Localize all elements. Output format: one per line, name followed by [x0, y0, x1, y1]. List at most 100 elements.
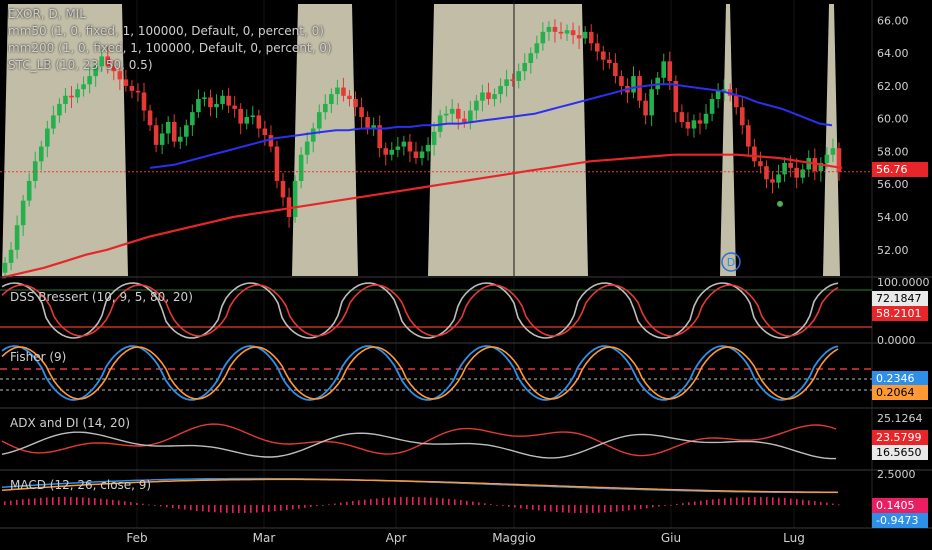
macd-hist-bar-37: [226, 505, 228, 513]
macd-hist-bar-98: [592, 505, 594, 513]
candle-body-80: [486, 92, 491, 100]
last-price-tag: 56.76: [872, 162, 928, 177]
macd-hist-bar-48: [292, 505, 294, 510]
macd-hist-bar-62: [376, 498, 378, 505]
candle-body-45: [274, 146, 280, 181]
candle-body-22: [135, 90, 141, 93]
candle-body-86: [522, 62, 528, 72]
macd-hist-bar-109: [658, 505, 660, 507]
candle-body-78: [474, 100, 479, 111]
adx-plus-tag: 23.5799: [872, 430, 928, 445]
candle-body-60: [365, 117, 370, 129]
fisher-panel-title[interactable]: Fisher (9): [10, 350, 67, 364]
candle-body-126: [764, 166, 769, 180]
macd-hist-bar-79: [478, 502, 480, 505]
dss-d-tag: 58.2101: [872, 306, 928, 321]
price-tick-4: 58.00: [877, 145, 909, 158]
macd-hist-bar-117: [706, 500, 708, 505]
candle-body-125: [758, 161, 763, 167]
candle-body-116: [703, 113, 709, 124]
candle-body-25: [153, 125, 159, 145]
candle-body-40: [244, 117, 250, 124]
macd-hist-bar-22: [136, 502, 138, 505]
candle-body-102: [619, 76, 624, 86]
macd-hist-bar-112: [676, 504, 678, 505]
candle-body-55: [335, 87, 340, 95]
macd-hist-bar-61: [370, 499, 372, 505]
symbol-line[interactable]: EXOR, D, MIL: [8, 7, 86, 21]
macd-hist-bar-72: [436, 497, 438, 505]
candle-body-101: [613, 62, 618, 77]
legend-mm50[interactable]: mm50 (1, 0, fixed, 1, 100000, Default, 0…: [8, 24, 324, 38]
adx-panel-title[interactable]: ADX and DI (14, 20): [10, 416, 130, 430]
candle-body-82: [498, 85, 503, 95]
candle-body-24: [147, 110, 153, 126]
macd-value-tag: -0.9473: [872, 513, 928, 528]
ma200-line: [1, 153, 843, 279]
candle-body-81: [492, 94, 497, 100]
candle-body-16: [99, 56, 105, 67]
macd-hist-bar-84: [508, 505, 510, 507]
macd-hist-bar-47: [286, 505, 288, 511]
macd-hist-bar-115: [694, 501, 696, 505]
candle-body-39: [238, 108, 244, 124]
dividend-marker-label: D: [727, 256, 735, 269]
macd-hist-bar-107: [646, 505, 648, 509]
macd-hist-bar-64: [388, 497, 390, 505]
dss-panel-title[interactable]: DSS Bressert (10, 9, 5, 80, 20): [10, 290, 193, 304]
candle-body-110: [667, 61, 673, 82]
macd-hist-bar-116: [700, 500, 702, 505]
fisher-trigger-tag: 0.2064: [872, 385, 928, 400]
price-tick-1: 64.00: [877, 47, 909, 60]
candle-body-46: [280, 180, 286, 198]
ma50-line: [149, 83, 833, 169]
macd-hist-bar-35: [214, 505, 216, 513]
macd-hist-bar-20: [124, 501, 126, 505]
candle-body-89: [540, 31, 546, 44]
candle-body-1: [8, 249, 14, 263]
candle-body-119: [721, 89, 727, 91]
macd-hist-bar-2: [16, 499, 18, 505]
candle-body-136: [824, 154, 830, 163]
macd-hist-bar-8: [52, 497, 54, 505]
candle-body-44: [268, 135, 274, 147]
price-tick-3: 60.00: [877, 113, 909, 126]
candle-body-104: [631, 76, 636, 93]
macd-hist-bar-13: [82, 497, 84, 505]
candle-body-43: [262, 128, 268, 136]
candle-body-91: [552, 26, 558, 32]
macd-hist-bar-11: [70, 497, 72, 505]
legend-stc[interactable]: STC_LB (10, 23, 50, 0.5): [8, 58, 153, 72]
candle-body-111: [673, 81, 679, 113]
macd-hist-bar-86: [520, 505, 522, 509]
candle-body-96: [582, 31, 588, 39]
macd-hist-bar-18: [112, 499, 114, 505]
macd-hist-bar-76: [460, 500, 462, 505]
candle-body-61: [371, 125, 376, 129]
candle-body-113: [685, 121, 691, 129]
macd-hist-bar-33: [202, 505, 204, 512]
candle-body-48: [292, 180, 298, 218]
macd-hist-bar-73: [442, 498, 444, 505]
macd-hist-bar-82: [496, 504, 498, 506]
legend-mm200[interactable]: mm200 (1, 0, fixed, 1, 100000, Default, …: [8, 41, 332, 55]
candle-body-52: [316, 112, 322, 129]
macd-hist-bar-131: [790, 498, 792, 505]
candle-body-17: [105, 56, 111, 67]
candle-body-30: [184, 125, 189, 137]
candle-body-92: [558, 31, 564, 34]
dividend-marker: [721, 252, 741, 272]
macd-hist-bar-92: [556, 505, 558, 513]
candle-body-76: [462, 118, 467, 122]
macd-hist-bar-105: [634, 505, 636, 510]
adx-tick: 25.1264: [877, 412, 923, 425]
macd-hist-bar-15: [94, 498, 96, 505]
macd-panel-title[interactable]: MACD (12, 26, close, 9): [10, 478, 152, 492]
macd-hist-bar-29: [178, 505, 180, 509]
macd-hist-bar-19: [118, 500, 120, 505]
macd-hist-bar-30: [184, 505, 186, 510]
fisher-trigger-line: [1, 346, 839, 400]
candle-body-56: [341, 87, 346, 96]
macd-hist-bar-32: [196, 505, 198, 511]
